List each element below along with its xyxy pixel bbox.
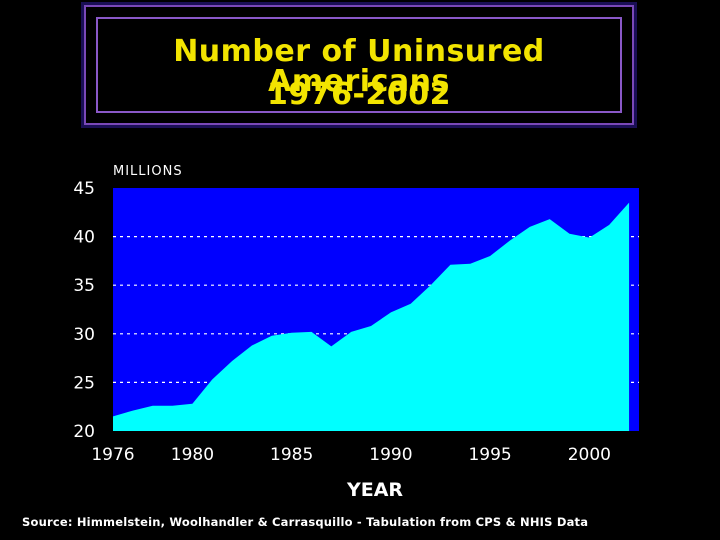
- source-note: Source: Himmelstein, Woolhandler & Carra…: [22, 515, 589, 529]
- y-tick-label: 25: [73, 373, 95, 393]
- uninsured-area: [113, 202, 630, 431]
- x-axis-ticks: 1976 1980 1985 1990 1995 2000: [91, 445, 611, 465]
- y-tick-label: 45: [73, 179, 95, 199]
- x-tick-label: 1976: [91, 445, 134, 465]
- y-tick-label: 40: [73, 228, 95, 248]
- y-tick-label: 30: [73, 325, 95, 345]
- y-axis-ticks: 20 25 30 35 40 45: [73, 179, 95, 442]
- x-tick-label: 2000: [568, 445, 611, 465]
- y-tick-label: 35: [73, 276, 95, 296]
- x-tick-label: 1985: [270, 445, 313, 465]
- chart-title: Number of Uninsured Americans: [173, 34, 545, 99]
- x-axis-title: YEAR: [346, 479, 403, 501]
- y-axis-unit-label: MILLIONS: [113, 164, 183, 179]
- x-tick-label: 1995: [468, 445, 511, 465]
- chart-subtitle: 1976-2002: [267, 77, 451, 112]
- x-tick-label: 1990: [369, 445, 412, 465]
- title-box: Number of Uninsured Americans 1976-2002: [81, 2, 637, 128]
- x-tick-label: 1980: [171, 445, 214, 465]
- y-tick-label: 20: [73, 422, 95, 442]
